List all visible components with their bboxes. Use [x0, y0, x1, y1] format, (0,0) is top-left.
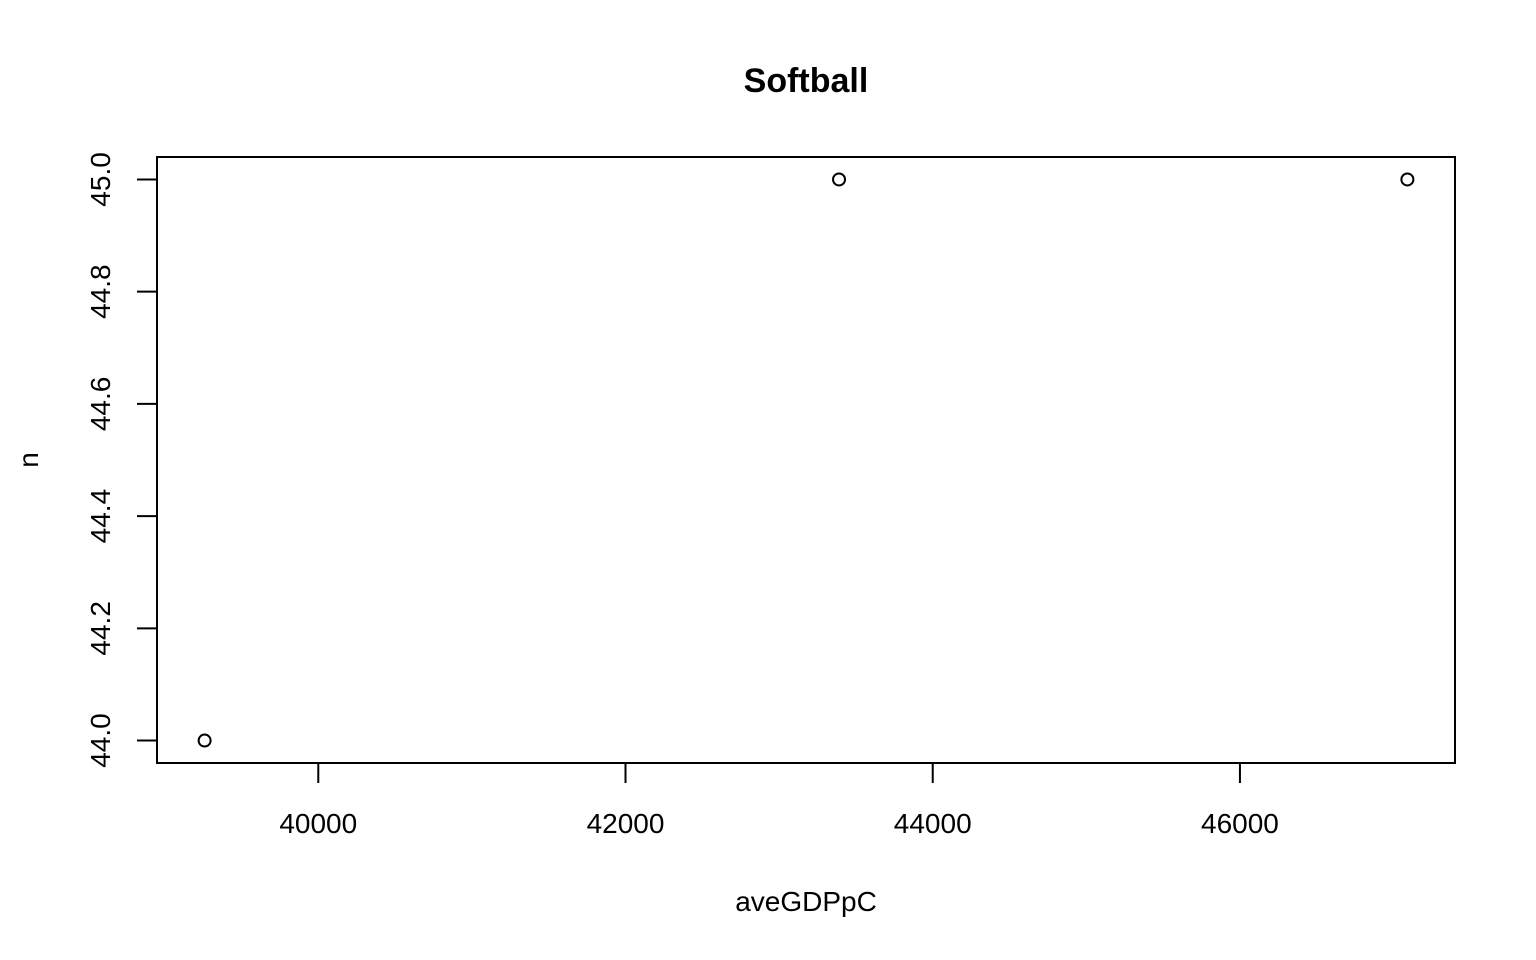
x-tick-label: 40000 [279, 808, 357, 839]
x-axis-label: aveGDPpC [735, 886, 877, 917]
y-tick-label: 44.2 [85, 601, 116, 656]
x-tick-label: 44000 [894, 808, 972, 839]
data-point [832, 172, 847, 187]
y-tick-label: 44.6 [85, 377, 116, 432]
data-point [197, 733, 212, 748]
x-tick-label: 46000 [1201, 808, 1279, 839]
y-tick-label: 44.0 [85, 713, 116, 768]
y-axis: 44.0 44.2 44.4 44.6 44.8 45.0 [85, 152, 158, 768]
x-axis: 40000 42000 44000 46000 [279, 762, 1279, 839]
x-tick-label: 42000 [587, 808, 665, 839]
y-tick-label: 45.0 [85, 152, 116, 207]
data-point [1400, 172, 1415, 187]
data-points [197, 172, 1415, 748]
y-axis-label: n [13, 452, 44, 468]
chart-title: Softball [744, 62, 869, 100]
y-tick-label: 44.8 [85, 264, 116, 319]
y-tick-label: 44.4 [85, 489, 116, 544]
plot-frame [156, 156, 1456, 764]
